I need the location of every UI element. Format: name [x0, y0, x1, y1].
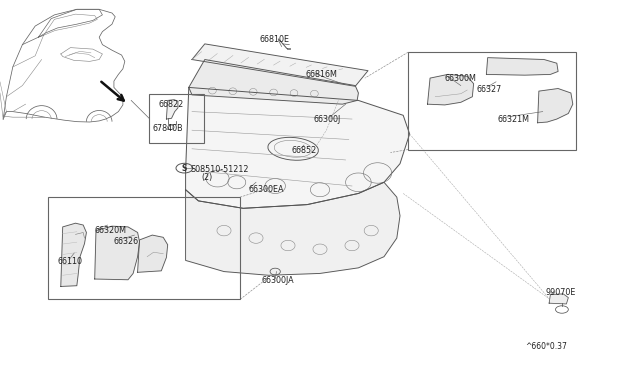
Text: 66822: 66822: [159, 100, 184, 109]
Text: ^660*0.37: ^660*0.37: [525, 342, 566, 351]
Polygon shape: [549, 294, 568, 304]
Polygon shape: [166, 100, 178, 119]
Polygon shape: [95, 226, 140, 280]
Text: 66326: 66326: [114, 237, 139, 246]
Text: 67840B: 67840B: [152, 124, 183, 133]
Text: 66321M: 66321M: [498, 115, 530, 124]
Polygon shape: [186, 182, 400, 275]
Text: S08510-51212: S08510-51212: [190, 165, 248, 174]
Polygon shape: [186, 87, 410, 208]
Text: 66300JA: 66300JA: [261, 276, 294, 285]
Bar: [149, 94, 204, 143]
Text: S: S: [182, 164, 187, 173]
Text: 66810E: 66810E: [259, 35, 289, 44]
Text: 66327: 66327: [477, 85, 502, 94]
Text: 66300EA: 66300EA: [248, 185, 284, 194]
Text: (2): (2): [202, 173, 213, 182]
Polygon shape: [192, 44, 368, 86]
Text: 66852: 66852: [291, 146, 316, 155]
Polygon shape: [538, 89, 573, 123]
Text: 66320M: 66320M: [94, 226, 126, 235]
Bar: [48, 197, 240, 299]
Text: 66816M: 66816M: [306, 70, 338, 79]
Text: 66300M: 66300M: [445, 74, 477, 83]
Text: 66110: 66110: [58, 257, 83, 266]
Text: 99070E: 99070E: [545, 288, 575, 297]
Polygon shape: [61, 223, 86, 286]
Text: 66300J: 66300J: [314, 115, 341, 124]
Bar: [408, 52, 576, 150]
Polygon shape: [189, 60, 358, 104]
Polygon shape: [428, 74, 474, 105]
Polygon shape: [486, 58, 558, 75]
Polygon shape: [138, 235, 168, 272]
